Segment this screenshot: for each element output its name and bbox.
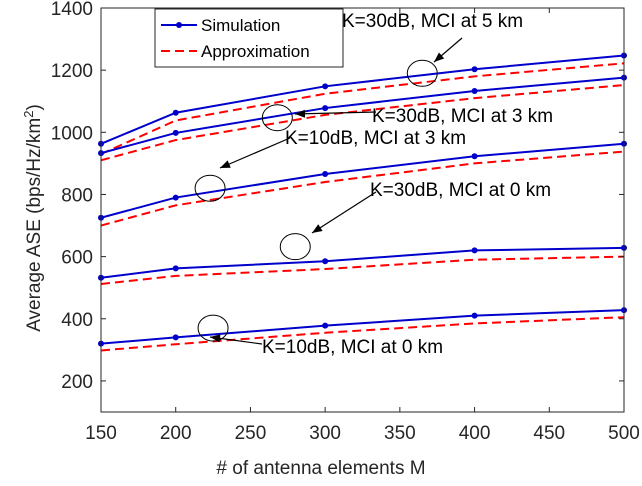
annotation-arrow-line — [311, 191, 377, 234]
simulation-point — [172, 129, 179, 136]
annotation-ellipse — [406, 59, 438, 87]
annotation-ellipse — [197, 314, 229, 342]
y-axis-label-sup: 2 — [21, 111, 36, 118]
approximation-line — [100, 84, 625, 162]
simulation-point — [471, 247, 478, 254]
simulation-point — [322, 83, 329, 90]
legend: Simulation Approximation — [154, 8, 344, 68]
simulation-point — [471, 66, 478, 73]
simulation-point — [322, 105, 329, 112]
y-tick-label: 400 — [61, 310, 93, 331]
legend-box — [154, 8, 344, 68]
x-tick-label: 200 — [160, 423, 192, 444]
simulation-point — [322, 258, 329, 265]
y-axis-label-main: Average ASE (bps/Hz/km — [24, 118, 45, 332]
annotation-label: K=10dB, MCI at 0 km — [262, 337, 443, 358]
simulation-point — [471, 312, 478, 319]
simulation-point — [471, 153, 478, 160]
annotation-label: K=10dB, MCI at 3 km — [285, 128, 466, 149]
annotation-arrowhead — [312, 224, 323, 233]
simulation-point — [172, 334, 179, 341]
annotation-arrowhead — [220, 160, 231, 168]
plot-area — [98, 52, 627, 352]
simulation-point — [471, 87, 478, 94]
annotation: K=10dB, MCI at 3 km — [194, 128, 466, 202]
y-axis-label-end: ) — [24, 104, 45, 110]
series-group — [98, 140, 627, 227]
simulation-point — [322, 170, 329, 177]
annotation-ellipse — [194, 174, 226, 202]
approximation-line — [100, 255, 625, 285]
simulation-point — [172, 109, 179, 116]
annotation-label: K=30dB, MCI at 5 km — [342, 11, 523, 32]
annotation-ellipse — [261, 104, 293, 132]
approximation-line — [100, 62, 625, 155]
y-tick-label: 600 — [61, 248, 93, 269]
simulation-point — [172, 194, 179, 201]
series-group — [98, 52, 627, 155]
annotation: K=30dB, MCI at 3 km — [261, 104, 553, 132]
x-tick-label: 350 — [384, 423, 416, 444]
series-group — [98, 307, 627, 352]
annotation-arrow-line — [294, 111, 377, 115]
x-tick-label: 500 — [608, 423, 640, 444]
tick-labels: 150 200 250 300 350 400 450 500 200 400 600 800 1000… — [51, 0, 640, 444]
annotation: K=30dB, MCI at 5 km — [342, 11, 523, 87]
annotation-label: K=30dB, MCI at 0 km — [370, 180, 551, 201]
annotation-arrowhead — [210, 334, 221, 343]
approximation-line — [100, 316, 625, 352]
annotation-ellipse — [279, 233, 311, 261]
simulation-point — [322, 322, 329, 329]
y-axis-label: Average ASE (bps/Hz/km2) — [21, 104, 45, 332]
annotation-arrowhead — [295, 109, 306, 118]
legend-approximation-label: Approximation — [201, 42, 310, 61]
y-tick-label: 1400 — [51, 0, 93, 20]
x-tick-label: 450 — [533, 423, 565, 444]
x-tick-label: 250 — [235, 423, 267, 444]
approximation-line — [100, 150, 625, 227]
y-tick-label: 800 — [61, 185, 93, 206]
simulation-line — [100, 246, 625, 279]
y-tick-label: 1200 — [51, 61, 93, 82]
axes — [100, 7, 625, 413]
series-group — [98, 244, 627, 285]
axes-box — [100, 7, 625, 413]
annotations: K=30dB, MCI at 5 kmK=30dB, MCI at 3 kmK=… — [194, 11, 553, 358]
annotation-arrow-line — [219, 137, 291, 169]
x-tick-label: 300 — [309, 423, 341, 444]
annotation-label: K=30dB, MCI at 3 km — [372, 106, 553, 127]
annotation: K=30dB, MCI at 0 km — [279, 180, 551, 261]
x-tick-label: 400 — [459, 423, 491, 444]
annotation: K=10dB, MCI at 0 km — [197, 314, 443, 358]
y-tick-label: 1000 — [51, 123, 93, 144]
legend-simulation-marker — [176, 22, 182, 28]
x-tick-label: 150 — [85, 423, 117, 444]
y-tick-label: 200 — [61, 372, 93, 393]
simulation-point — [172, 265, 179, 272]
annotation-arrowhead — [434, 52, 445, 62]
legend-simulation-label: Simulation — [201, 16, 280, 35]
x-axis-label: # of antenna elements M — [216, 458, 425, 479]
